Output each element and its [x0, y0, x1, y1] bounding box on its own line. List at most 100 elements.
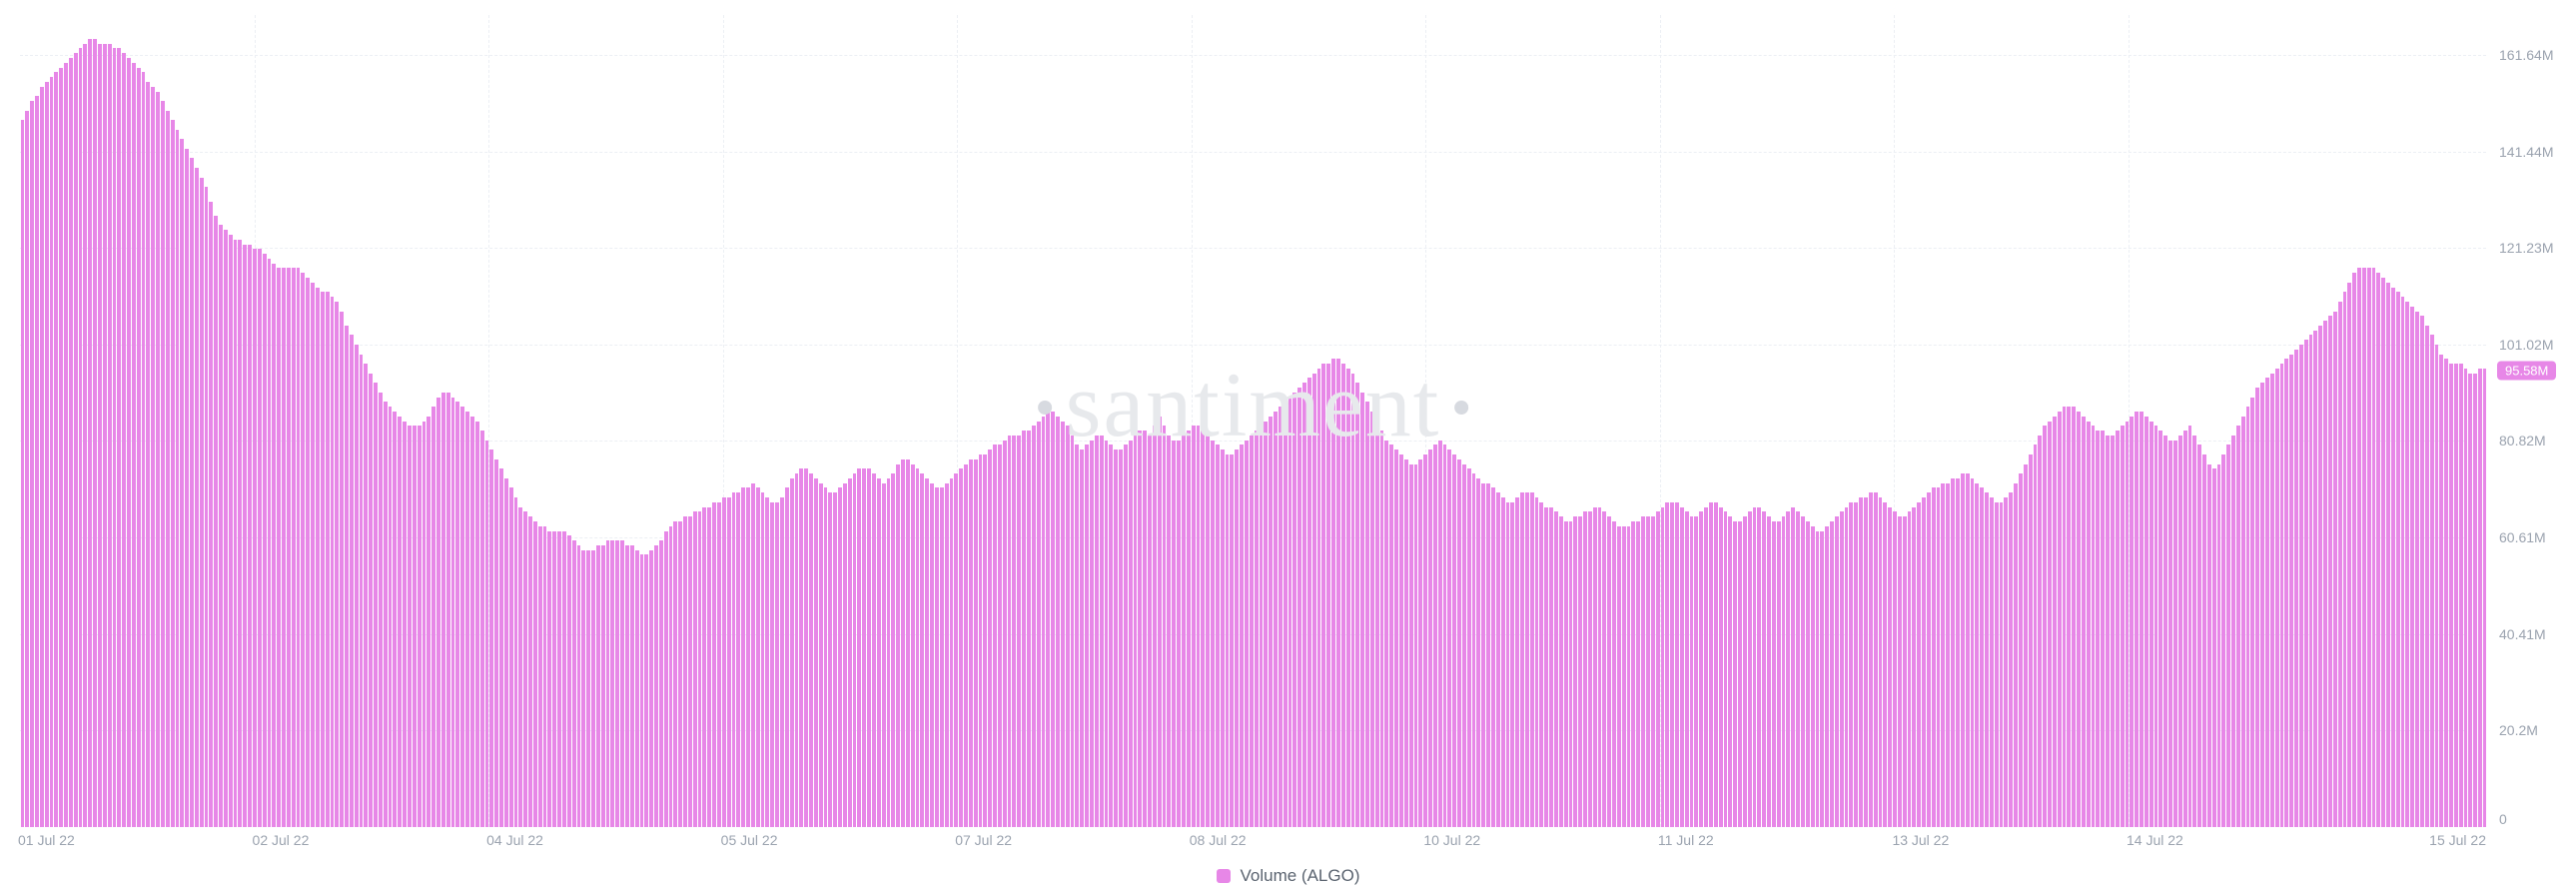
volume-bar: [523, 511, 527, 827]
volume-bar: [1869, 492, 1873, 827]
volume-bar: [1724, 511, 1728, 827]
volume-bar: [2000, 502, 2004, 827]
volume-bar: [1864, 497, 1868, 827]
volume-bar: [345, 326, 349, 827]
volume-bar: [1061, 422, 1065, 828]
volume-bar: [1312, 374, 1316, 827]
volume-bar: [2087, 422, 2091, 828]
volume-bar: [1777, 521, 1781, 827]
volume-bar: [2140, 412, 2144, 827]
volume-bar: [862, 468, 866, 827]
volume-bar: [2275, 369, 2279, 827]
volume-bar: [717, 502, 721, 827]
volume-bar: [547, 531, 551, 828]
volume-bar: [1830, 521, 1834, 827]
volume-bar: [2464, 369, 2468, 827]
volume-bar: [882, 483, 886, 827]
volume-bar: [930, 483, 934, 827]
volume-bar: [1375, 422, 1379, 828]
x-tick-label: 14 Jul 22: [2127, 832, 2183, 848]
volume-bar: [45, 82, 49, 827]
volume-bar: [2024, 464, 2028, 827]
volume-bar: [1409, 464, 1413, 827]
volume-bar: [572, 540, 576, 827]
volume-bar: [1486, 483, 1490, 827]
volume-bar: [659, 540, 663, 827]
volume-bar: [1143, 431, 1147, 827]
volume-bar: [935, 487, 939, 827]
volume-bar: [2391, 288, 2395, 827]
volume-bar: [1893, 511, 1897, 827]
volume-bar: [2004, 497, 2008, 827]
volume-bar: [59, 68, 63, 827]
volume-bar: [1845, 507, 1849, 827]
volume-bar: [2038, 436, 2042, 827]
volume-bar: [485, 441, 489, 827]
volume-bar: [1090, 441, 1094, 827]
volume-bar: [896, 464, 900, 827]
volume-bar: [940, 487, 944, 827]
volume-bar: [2444, 359, 2448, 827]
volume-bar: [2014, 483, 2018, 827]
volume-bar: [413, 426, 417, 827]
volume-bar: [2053, 417, 2057, 827]
volume-bar: [64, 63, 68, 827]
legend-label: Volume (ALGO): [1241, 866, 1360, 886]
volume-bar: [2163, 436, 2167, 827]
volume-bar: [156, 92, 160, 827]
plot-area[interactable]: santiment: [20, 15, 2486, 827]
volume-bar: [533, 521, 537, 827]
volume-bar: [1288, 398, 1292, 827]
volume-bar: [1728, 516, 1732, 827]
volume-bar: [1255, 431, 1259, 827]
volume-bar: [1937, 487, 1941, 827]
volume-bar: [959, 468, 963, 827]
volume-bar: [311, 283, 315, 827]
volume-bar: [25, 111, 29, 827]
volume-bar: [1617, 526, 1621, 827]
volume-bar: [2158, 431, 2162, 827]
y-tick-label: 141.44M: [2499, 144, 2553, 160]
volume-bar: [877, 478, 881, 827]
volume-bar: [2323, 321, 2327, 827]
volume-bar: [1917, 502, 1921, 827]
volume-bar: [1525, 492, 1529, 827]
volume-bar: [1564, 521, 1568, 827]
volume-bar: [1284, 402, 1288, 827]
volume-bar: [1661, 507, 1665, 827]
volume-bar: [108, 44, 112, 827]
volume-bar: [1105, 441, 1109, 827]
volume-bar: [2217, 464, 2221, 827]
legend-item-volume[interactable]: Volume (ALGO): [1217, 866, 1360, 886]
volume-bar: [1971, 478, 1975, 827]
volume-bar: [171, 120, 175, 827]
volume-bar: [1685, 511, 1689, 827]
volume-bar: [833, 492, 837, 827]
volume-bar: [127, 58, 131, 827]
volume-bar: [117, 48, 121, 827]
volume-bar: [1675, 502, 1679, 827]
volume-bar: [1941, 483, 1945, 827]
volume-bar: [514, 497, 518, 827]
volume-bar: [137, 68, 141, 827]
volume-bar: [1801, 516, 1805, 827]
volume-bar: [664, 531, 668, 828]
volume-bar: [2126, 422, 2130, 828]
volume-bar: [2473, 374, 2477, 827]
volume-bar: [2077, 412, 2081, 827]
volume-bar: [326, 292, 330, 827]
volume-bar: [1641, 516, 1645, 827]
volume-bar: [1472, 473, 1476, 827]
volume-bar: [185, 149, 189, 827]
volume-bar: [316, 288, 320, 827]
volume-bar: [2280, 364, 2284, 827]
volume-bar: [331, 297, 335, 827]
volume-bar: [306, 278, 310, 827]
volume-bar: [838, 487, 842, 827]
volume-bar: [1467, 468, 1471, 827]
volume-bar: [103, 44, 107, 827]
volume-bar: [901, 459, 905, 827]
volume-bar: [1206, 436, 1210, 827]
volume-bar: [1414, 464, 1418, 827]
volume-bar: [2207, 464, 2211, 827]
